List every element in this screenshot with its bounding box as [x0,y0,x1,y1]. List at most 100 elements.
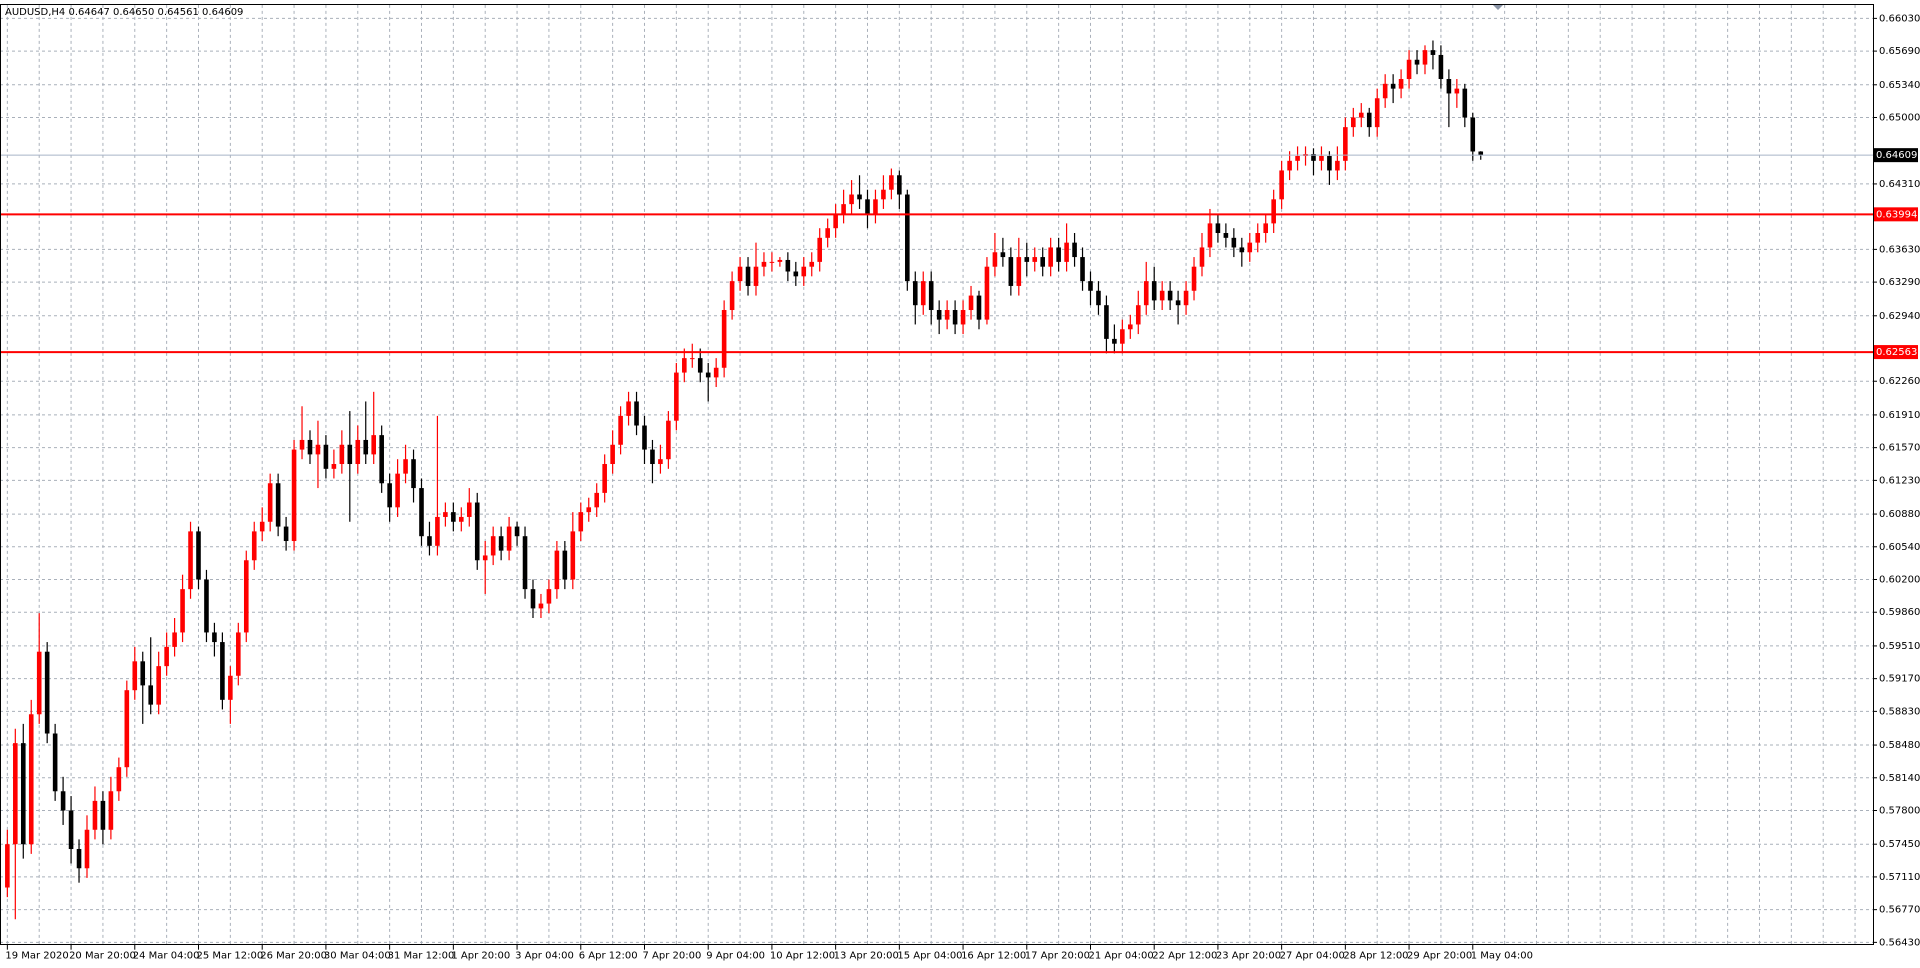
candle-body [1215,223,1221,234]
candle-body [1335,160,1340,171]
candle-body [482,555,488,561]
y-tick-label: 0.60540 [1879,542,1920,553]
candle-body [443,512,448,517]
candle-body [148,685,154,705]
candle-body [331,464,337,469]
y-tick-label: 0.61570 [1879,443,1920,454]
candle-body [68,810,74,850]
current-price-tag [1874,148,1918,163]
candle-body [228,675,233,700]
candle-body [243,560,249,633]
candle-body [912,281,918,306]
x-tick-label: 9 Apr 04:00 [706,951,765,962]
candle-body [841,204,846,214]
x-tick-label: 24 Mar 04:00 [133,951,200,962]
candle-body [1159,290,1165,301]
candle-body [52,733,58,792]
y-tick-label: 0.59860 [1879,607,1920,618]
candle-body [992,252,998,267]
candle-body [315,444,321,455]
x-tick-label: 25 Mar 12:00 [196,951,263,962]
candle-body [1422,50,1428,65]
candle-body [1319,156,1324,161]
y-tick-label: 0.66030 [1879,13,1920,24]
candle-body [936,310,942,320]
y-tick-label: 0.63630 [1879,244,1920,255]
y-tick-label: 0.60200 [1879,575,1920,586]
candle-body [212,632,217,643]
y-tick-label: 0.65690 [1879,46,1920,57]
candle-body [809,261,815,267]
candle-body [650,449,655,465]
candle-body [1056,247,1061,262]
candle-body [36,651,42,715]
candle-body [451,512,456,522]
y-tick-label: 0.59170 [1879,674,1920,685]
candle-body [546,589,552,604]
candle-body [865,199,870,214]
chart-title: AUDUSD,H4 0.64647 0.64650 0.64561 0.6460… [5,7,243,18]
candle-body [140,661,146,686]
candle-body [952,310,958,325]
candle-body [355,439,361,465]
x-tick-label: 22 Apr 12:00 [1152,951,1217,962]
candle-body [259,521,265,532]
candle-body [769,261,775,263]
candle-body [849,194,854,205]
x-tick-label: 28 Apr 12:00 [1343,951,1408,962]
candle-body [976,295,982,320]
candle-body [1151,281,1157,301]
candle-body [371,435,377,455]
candle-body [881,189,886,200]
candle-body [5,844,10,888]
y-tick-label: 0.57800 [1879,806,1920,817]
candle-body [1374,98,1380,128]
candle-body [1263,223,1269,234]
grid [0,4,1873,945]
candle-body [1351,117,1356,128]
candle-body [618,415,623,445]
candle-body [1454,88,1460,94]
candle-body [1024,257,1030,262]
candle-body [1446,79,1452,94]
candle-body [1390,83,1396,89]
candle-body [156,666,161,705]
x-tick-label: 19 Mar 2020 [5,951,68,962]
candle-body [1382,83,1388,99]
candle-body [363,439,369,455]
plot-frame [0,4,1874,945]
candle-body [857,194,862,200]
y-tick-label: 0.56770 [1879,905,1920,916]
candle-body [1008,257,1014,286]
candle-body [586,507,592,513]
level-tag [1874,345,1918,360]
candle-body [1279,170,1284,200]
y-tick-label: 0.61910 [1879,410,1920,421]
shift-marker [1493,5,1503,10]
candle-body [920,281,926,306]
x-tick-label: 21 Apr 04:00 [1088,951,1153,962]
candle-body [1358,112,1364,118]
candle-body [1223,233,1229,238]
candle-body [984,266,990,320]
candle-body [132,661,138,691]
candle-body [785,259,791,272]
candle-body [1183,290,1189,306]
candle-body [28,714,34,845]
candle-body [387,483,392,508]
candle-body [658,459,663,465]
candle-body [817,237,823,262]
x-tick-label: 13 Apr 20:00 [834,951,899,962]
candle-body [44,651,50,734]
candle-body [897,175,902,195]
candle-body [594,492,600,508]
y-tick-label: 0.57450 [1879,839,1920,850]
candle-body [905,194,910,282]
candle-body [1311,154,1316,161]
y-tick-label: 0.63290 [1879,277,1920,288]
candle-body [1064,242,1069,262]
candle-body [745,266,751,286]
candle-body [1470,117,1476,152]
candle-body [1135,305,1141,325]
